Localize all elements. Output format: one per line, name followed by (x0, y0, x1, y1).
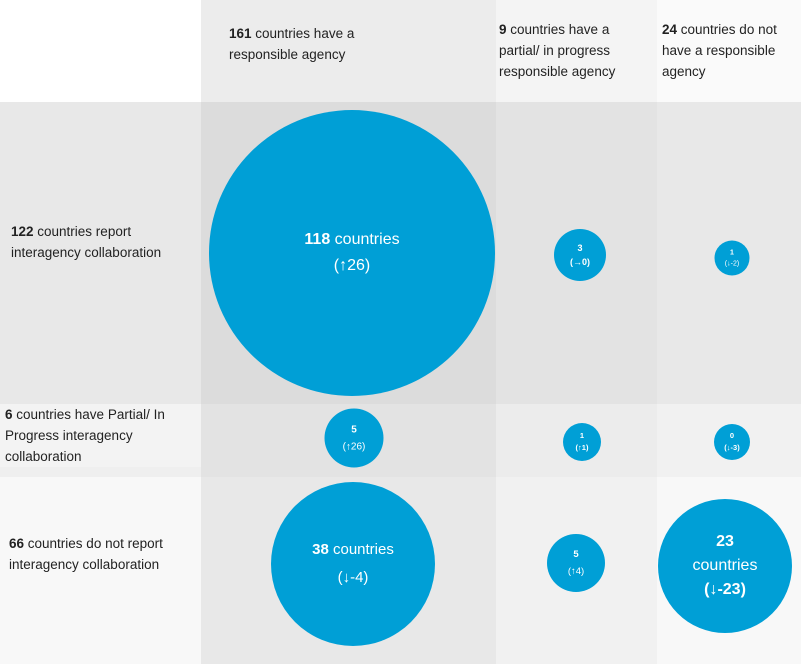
bubble-value: 1 (579, 431, 585, 440)
bubble-change: (↑1) (575, 443, 589, 452)
bubble-change: (↓-3) (724, 443, 740, 452)
bubble-r1-c1: 118 countries (↑26) (209, 110, 495, 396)
row3-label-bg (0, 477, 201, 664)
bubble-change: (↑26) (333, 257, 371, 274)
header-col1-bg (201, 0, 496, 102)
text: countries report interagency collaborati… (11, 224, 162, 260)
bubble-change: (↓-23) (704, 581, 746, 598)
count: 66 (9, 536, 25, 551)
column-header-responsible-agency: 161 countries have a responsible agency (229, 23, 409, 65)
bubble-r3-c2: 5 (↑4) (547, 534, 605, 592)
text: countries have a partial/ in progress re… (499, 22, 616, 79)
row2-label-inner (0, 404, 201, 467)
row-header-no-collaboration: 66 countries do not report interagency c… (9, 533, 194, 575)
text: countries have a responsible agency (229, 26, 355, 62)
row-header-collaboration: 122 countries report interagency collabo… (11, 221, 196, 263)
bubble-change: (↓-4) (337, 569, 369, 586)
text: countries have Partial/ In Progress inte… (5, 407, 165, 464)
header-col3-bg (657, 0, 801, 102)
bubble-r3-c1: 38 countries (↓-4) (271, 482, 435, 646)
bubble-change: (→0) (570, 257, 590, 267)
bubble-unit: countries (328, 541, 394, 558)
bubble-value: 0 (729, 431, 735, 440)
bubble-value: 23 (716, 533, 734, 550)
bubble-change: (↓-2) (724, 260, 740, 267)
bubble-r2-c3: 0 (↓-3) (714, 424, 750, 460)
count: 6 (5, 407, 13, 422)
row1-label-bg (0, 102, 201, 404)
count: 24 (662, 22, 678, 37)
bubble-value: 118 (304, 231, 331, 248)
column-header-no-agency: 24 countries do not have a responsible a… (662, 19, 792, 82)
bubble-r1-c3: 1 (↓-2) (714, 240, 750, 276)
text: countries do not have a responsible agen… (662, 22, 777, 79)
bubble-value: 3 (577, 243, 583, 253)
bubble-change: (↑4) (567, 566, 585, 577)
count: 161 (229, 26, 252, 41)
bubble-unit: countries (692, 557, 758, 574)
text: countries do not report interagency coll… (9, 536, 163, 572)
bubble-r1-c2: 3 (→0) (554, 229, 606, 281)
bubble-value: 1 (730, 249, 734, 256)
count: 9 (499, 22, 507, 37)
count: 122 (11, 224, 34, 239)
bubble-value: 5 (351, 424, 357, 435)
column-header-partial-agency: 9 countries have a partial/ in progress … (499, 19, 649, 82)
bubble-r2-c2: 1 (↑1) (563, 423, 601, 461)
bubble-r2-c1: 5 (↑26) (324, 408, 384, 468)
bubble-value: 5 (573, 549, 579, 560)
bubble-r3-c3: 23 countries (↓-23) (658, 499, 792, 633)
row-header-partial-collaboration: 6 countries have Partial/ In Progress in… (5, 404, 195, 467)
bubble-change: (↑26) (342, 441, 366, 452)
bubble-value: 38 (312, 541, 329, 558)
bubble-unit: countries (330, 231, 400, 248)
header-col2-bg (496, 0, 657, 102)
